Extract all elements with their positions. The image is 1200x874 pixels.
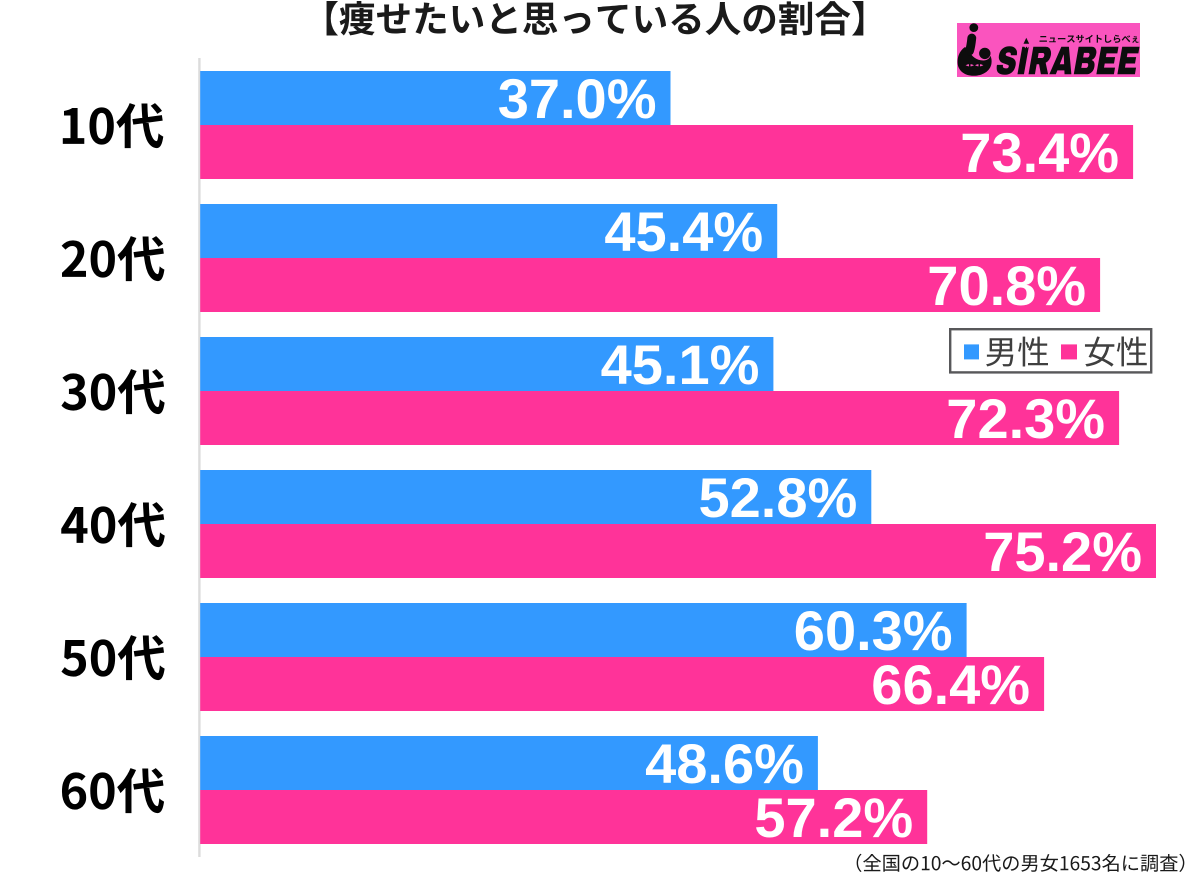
- svg-text:75.2%: 75.2%: [983, 520, 1142, 583]
- svg-text:52.8%: 52.8%: [699, 466, 858, 529]
- svg-text:45.4%: 45.4%: [604, 200, 763, 263]
- svg-text:73.4%: 73.4%: [960, 121, 1119, 184]
- svg-text:60.3%: 60.3%: [794, 599, 953, 662]
- svg-text:48.6%: 48.6%: [645, 732, 804, 795]
- svg-text:66.4%: 66.4%: [871, 653, 1030, 716]
- svg-text:45.1%: 45.1%: [601, 333, 760, 396]
- svg-text:72.3%: 72.3%: [946, 387, 1105, 450]
- svg-text:37.0%: 37.0%: [498, 67, 657, 130]
- svg-text:57.2%: 57.2%: [754, 786, 913, 849]
- svg-text:70.8%: 70.8%: [927, 254, 1086, 317]
